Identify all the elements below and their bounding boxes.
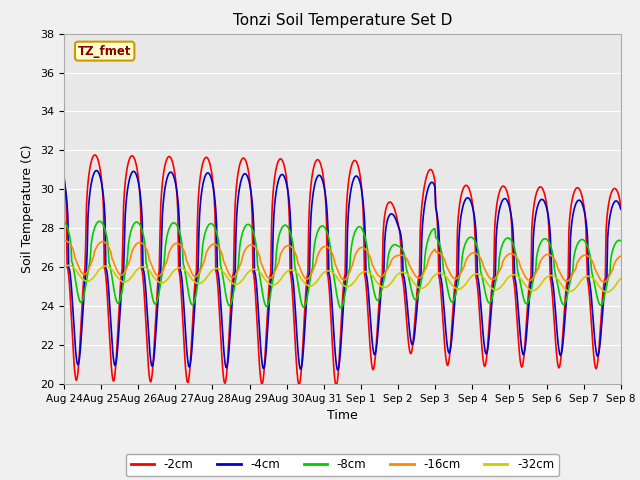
Line: -4cm: -4cm xyxy=(64,170,621,370)
-32cm xyxy=(617,276,625,282)
-2cm xyxy=(185,377,193,383)
-2cm xyxy=(333,383,340,388)
Line: -8cm: -8cm xyxy=(64,221,621,308)
-32cm xyxy=(60,264,68,270)
Line: -2cm: -2cm xyxy=(64,155,621,385)
-32cm xyxy=(603,289,611,295)
-4cm xyxy=(185,363,193,369)
-8cm xyxy=(411,297,419,302)
-16cm xyxy=(411,272,419,278)
-4cm xyxy=(214,270,222,276)
-16cm xyxy=(214,244,222,250)
Line: -16cm: -16cm xyxy=(64,241,621,282)
-32cm xyxy=(214,266,222,272)
-4cm xyxy=(70,326,78,332)
-8cm xyxy=(428,229,435,235)
-8cm xyxy=(60,218,68,224)
-2cm xyxy=(214,287,222,293)
-2cm xyxy=(617,203,625,208)
-4cm xyxy=(60,177,68,183)
-32cm xyxy=(185,272,193,277)
-2cm xyxy=(428,168,436,173)
-2cm xyxy=(70,361,78,367)
-16cm xyxy=(71,255,79,261)
-16cm xyxy=(185,263,193,269)
-8cm xyxy=(337,305,345,311)
Line: -32cm: -32cm xyxy=(64,265,621,292)
X-axis label: Time: Time xyxy=(327,409,358,422)
-4cm xyxy=(128,169,136,175)
-8cm xyxy=(184,287,192,292)
-8cm xyxy=(214,233,221,239)
Text: TZ_fmet: TZ_fmet xyxy=(78,45,131,58)
-4cm xyxy=(412,322,419,327)
-8cm xyxy=(127,227,135,233)
-4cm xyxy=(334,367,342,373)
-2cm xyxy=(60,173,68,179)
-16cm xyxy=(61,238,69,244)
-8cm xyxy=(70,268,78,274)
-32cm xyxy=(428,277,435,283)
-16cm xyxy=(428,251,435,257)
-2cm xyxy=(128,153,136,158)
-4cm xyxy=(617,206,625,212)
Y-axis label: Soil Temperature (C): Soil Temperature (C) xyxy=(22,144,35,273)
-2cm xyxy=(412,308,419,313)
-8cm xyxy=(617,238,625,244)
-16cm xyxy=(600,279,607,285)
-32cm xyxy=(65,263,72,268)
-32cm xyxy=(71,266,79,272)
Legend: -2cm, -4cm, -8cm, -16cm, -32cm: -2cm, -4cm, -8cm, -16cm, -32cm xyxy=(126,454,559,476)
-4cm xyxy=(93,168,100,173)
-16cm xyxy=(60,239,68,244)
-16cm xyxy=(617,253,625,259)
-4cm xyxy=(428,180,436,185)
-32cm xyxy=(128,274,136,279)
-32cm xyxy=(411,281,419,287)
-2cm xyxy=(91,152,99,158)
-16cm xyxy=(128,249,136,254)
Title: Tonzi Soil Temperature Set D: Tonzi Soil Temperature Set D xyxy=(233,13,452,28)
